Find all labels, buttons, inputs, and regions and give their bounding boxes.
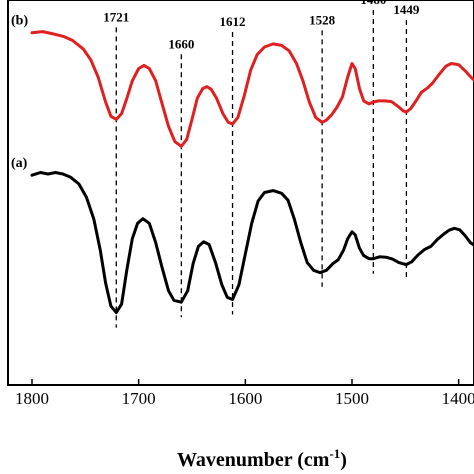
panel-labels: (b) (a) [11,14,28,171]
x-tick-label-1800: 1800 [15,389,49,408]
spectrum-lines [30,30,474,315]
x-tick-label-1700: 1700 [122,389,156,408]
x-axis-title: Wavenumber (cm-1) [177,446,347,471]
series-line-0 [30,30,474,148]
peak-label-1480: 1480 [360,0,386,7]
peak-label-1612: 1612 [220,14,246,29]
series-line-1 [30,171,474,315]
x-axis-ticks: 1800 1700 1600 1500 1400 [15,379,474,408]
peak-label-1721: 1721 [103,9,129,24]
peak-label-1449: 1449 [393,2,420,17]
panel-label-0: (b) [11,14,28,29]
peak-guide-lines [115,10,408,328]
peak-labels: 1721 1660 1612 1528 1480 1449 [103,0,420,51]
x-axis-title-close: ) [340,449,347,471]
peak-label-1528: 1528 [309,12,336,27]
x-axis-title-main: Wavenumber (cm [177,449,330,471]
x-tick-label-1600: 1600 [228,389,262,408]
x-axis-title-superscript: -1 [329,446,340,461]
peak-label-1660: 1660 [168,36,194,51]
plot-frame [7,0,474,386]
panel-label-1: (a) [11,156,28,171]
x-tick-label-1500: 1500 [335,389,369,408]
x-tick-label-1400: 1400 [442,389,474,408]
